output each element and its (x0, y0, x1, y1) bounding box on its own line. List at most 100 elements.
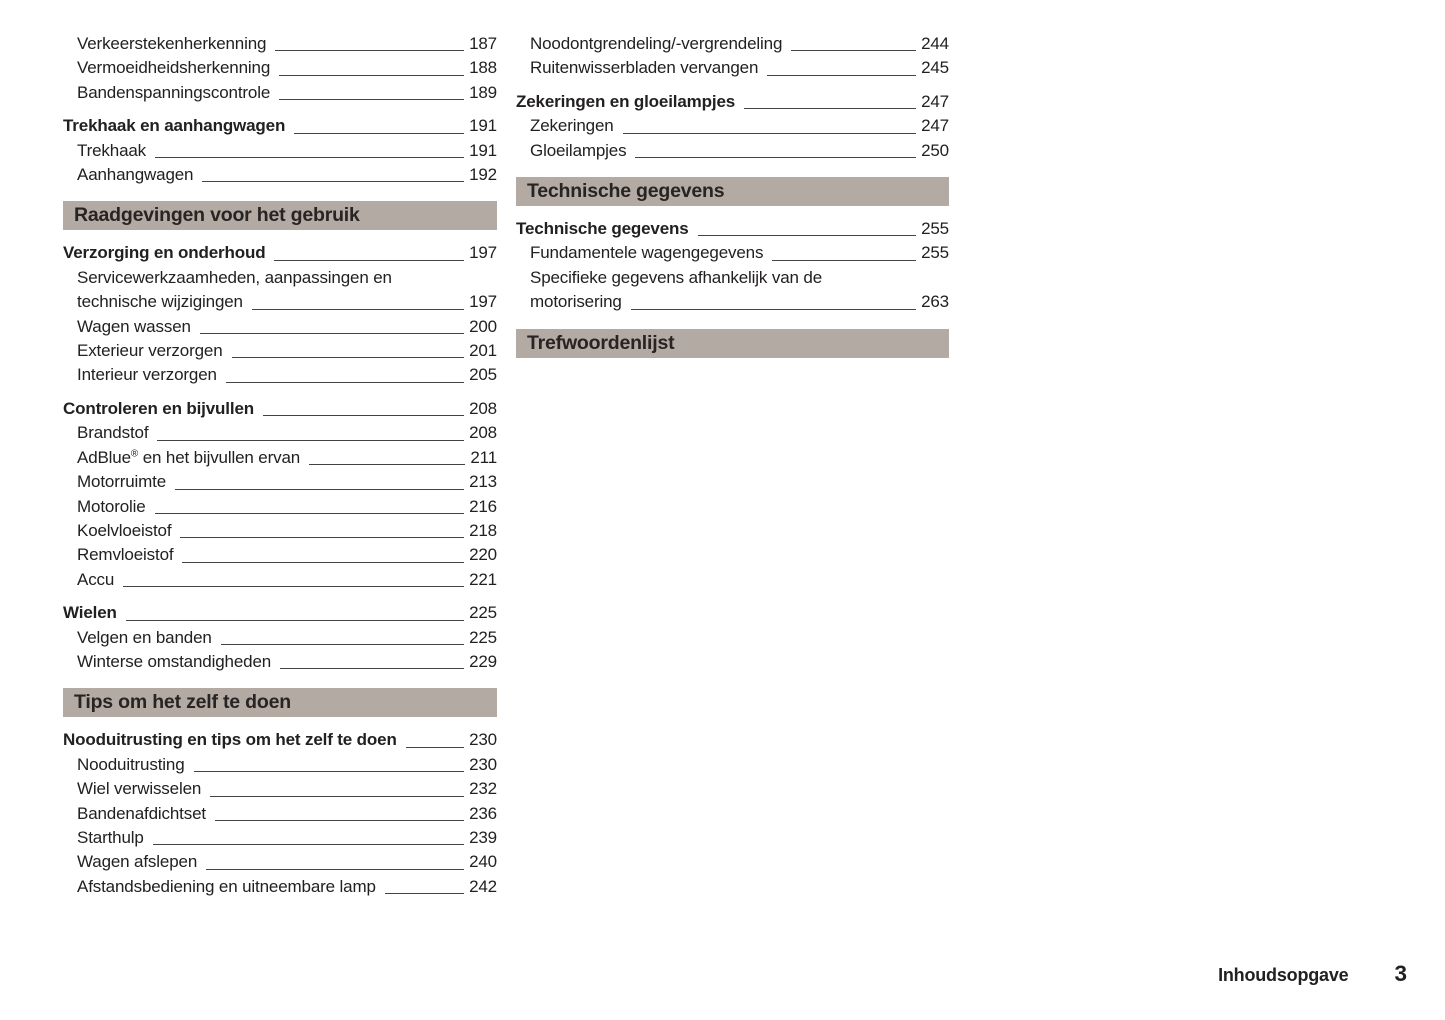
leader-line (157, 439, 465, 441)
toc-row: Brandstof 208 (63, 421, 497, 445)
toc-entry-label: Specifieke gegevens afhankelijk van de (530, 267, 822, 287)
leader-line (622, 132, 917, 134)
leader-line (231, 357, 465, 359)
page-number: 208 (469, 398, 497, 418)
section-band-label: Trefwoordenlijst (527, 331, 675, 354)
page-number: 255 (921, 219, 949, 239)
toc-row: Controleren en bijvullen 208 (63, 397, 497, 421)
page-number: 201 (469, 341, 497, 361)
section-band: Raadgevingen voor het gebruik (63, 201, 497, 231)
leader-line (744, 108, 917, 110)
page-number: 189 (469, 82, 497, 102)
toc-entry-label: Controleren en bijvullen (63, 398, 254, 418)
toc-column-right: Noodontgrendeling/-vergrendeling 244 Ruite… (516, 32, 949, 369)
toc-row: AdBlue® en het bijvullen ervan 211 (63, 446, 497, 470)
toc-row: Velgen en banden 225 (63, 626, 497, 650)
page-footer: Inhoudsopgave 3 (1218, 961, 1407, 987)
leader-line (274, 259, 465, 261)
toc-row: Bandenafdichtset 236 (63, 802, 497, 826)
toc-group: Noodontgrendeling/-vergrendeling 244 Ruite… (516, 32, 949, 81)
leader-line (182, 561, 465, 563)
page-number: 247 (921, 91, 949, 111)
toc-entry-label: Nooduitrusting en tips om het zelf te do… (63, 730, 397, 750)
toc-row: technische wijzigingen 197 (63, 290, 497, 314)
leader-line (697, 235, 917, 237)
toc-row: Accu 221 (63, 568, 497, 592)
toc-row: Aanhangwagen 192 (63, 163, 497, 187)
page-number: 213 (469, 472, 497, 492)
toc-row: Specifieke gegevens afhankelijk van de (516, 266, 949, 290)
toc-entry-label: Noodontgrendeling/-vergrendeling (530, 34, 783, 53)
page-number: 191 (469, 140, 497, 160)
page-number: 229 (469, 651, 497, 671)
toc-group: Verkeerstekenherkenning 187 Vermoeidheidsh… (63, 32, 497, 105)
leader-line (280, 668, 465, 670)
toc-entry-label: Velgen en banden (77, 627, 212, 647)
toc-entry-label: Koelvloeistof (77, 520, 172, 540)
toc-entry-label: Bandenspanningscontrole (77, 82, 271, 102)
page-number: 192 (469, 165, 497, 185)
leader-line (635, 157, 917, 159)
toc-row: Verzorging en onderhoud 197 (63, 241, 497, 265)
page-number: 216 (469, 496, 497, 516)
page-number: 236 (469, 803, 497, 823)
leader-line (180, 537, 465, 539)
page-number: 230 (469, 754, 497, 774)
toc-entry-label: Wielen (63, 603, 117, 623)
section-band-label: Technische gegevens (527, 180, 725, 203)
section-band: Tips om het zelf te doen (63, 688, 497, 718)
toc-row: Trekhaak en aanhangwagen 191 (63, 114, 497, 138)
section-band: Trefwoordenlijst (516, 328, 949, 358)
toc-row: Servicewerkzaamheden, aanpassingen en (63, 266, 497, 290)
toc-row: Ruitenwisserbladen vervangen 245 (516, 56, 949, 80)
toc-row: Vermoeidheidsherkenning 188 (63, 56, 497, 80)
toc-group: Trekhaak en aanhangwagen 191 Trekhaak 191 Aa… (63, 114, 497, 187)
page-number: 191 (469, 116, 497, 136)
section-band: Technische gegevens (516, 177, 949, 207)
toc-entry-label: technische wijzigingen (77, 292, 243, 312)
toc-entry-label: Verzorging en onderhoud (63, 243, 266, 263)
toc-entry-label: Zekeringen (530, 116, 614, 136)
toc-entry-label-text: AdBlue (77, 447, 131, 467)
leader-line (767, 74, 917, 76)
leader-line (206, 868, 465, 870)
page-number: 232 (469, 779, 497, 799)
section-band-label: Raadgevingen voor het gebruik (74, 204, 360, 227)
page-number: 218 (469, 520, 497, 540)
toc-row: Motorolie 216 (63, 495, 497, 519)
leader-line (251, 308, 465, 310)
toc-entry-label: Remvloeistof (77, 545, 174, 565)
toc-entry-label: Aanhangwagen (77, 165, 194, 185)
toc-row: Remvloeistof 220 (63, 543, 497, 567)
page-number: 255 (921, 243, 949, 263)
toc-entry-label: Bandenafdichtset (77, 803, 206, 823)
leader-line (309, 464, 466, 466)
toc-row: Technische gegevens 255 (516, 217, 949, 241)
page-number: 211 (470, 447, 497, 467)
page-number: 187 (469, 34, 497, 53)
leader-line (123, 586, 465, 588)
page-number: 220 (469, 545, 497, 565)
page-number: 197 (469, 292, 497, 312)
toc-entry-label: Starthulp (77, 827, 144, 847)
leader-line (791, 50, 917, 52)
leader-line (772, 259, 917, 261)
leader-line (175, 488, 465, 490)
page-number: 225 (469, 627, 497, 647)
page-number: 247 (921, 116, 949, 136)
toc-row: Gloeilampjes 250 (516, 139, 949, 163)
toc-row: Motorruimte 213 (63, 470, 497, 494)
toc-entry-label: Fundamentele wagengegevens (530, 243, 764, 263)
toc-entry-label: Motorolie (77, 496, 146, 516)
toc-row: Bandenspanningscontrole 189 (63, 81, 497, 105)
toc-entry-label-text: en het bijvullen ervan (138, 447, 301, 467)
toc-entry-label: AdBlue® en het bijvullen ervan (63, 446, 300, 470)
toc-row: Starthulp 239 (63, 826, 497, 850)
page-number: 208 (469, 423, 497, 443)
page-number: 244 (921, 34, 949, 53)
leader-line (155, 157, 465, 159)
leader-line (225, 381, 465, 383)
toc-entry-label: motorisering (530, 292, 622, 312)
leader-line (220, 643, 465, 645)
